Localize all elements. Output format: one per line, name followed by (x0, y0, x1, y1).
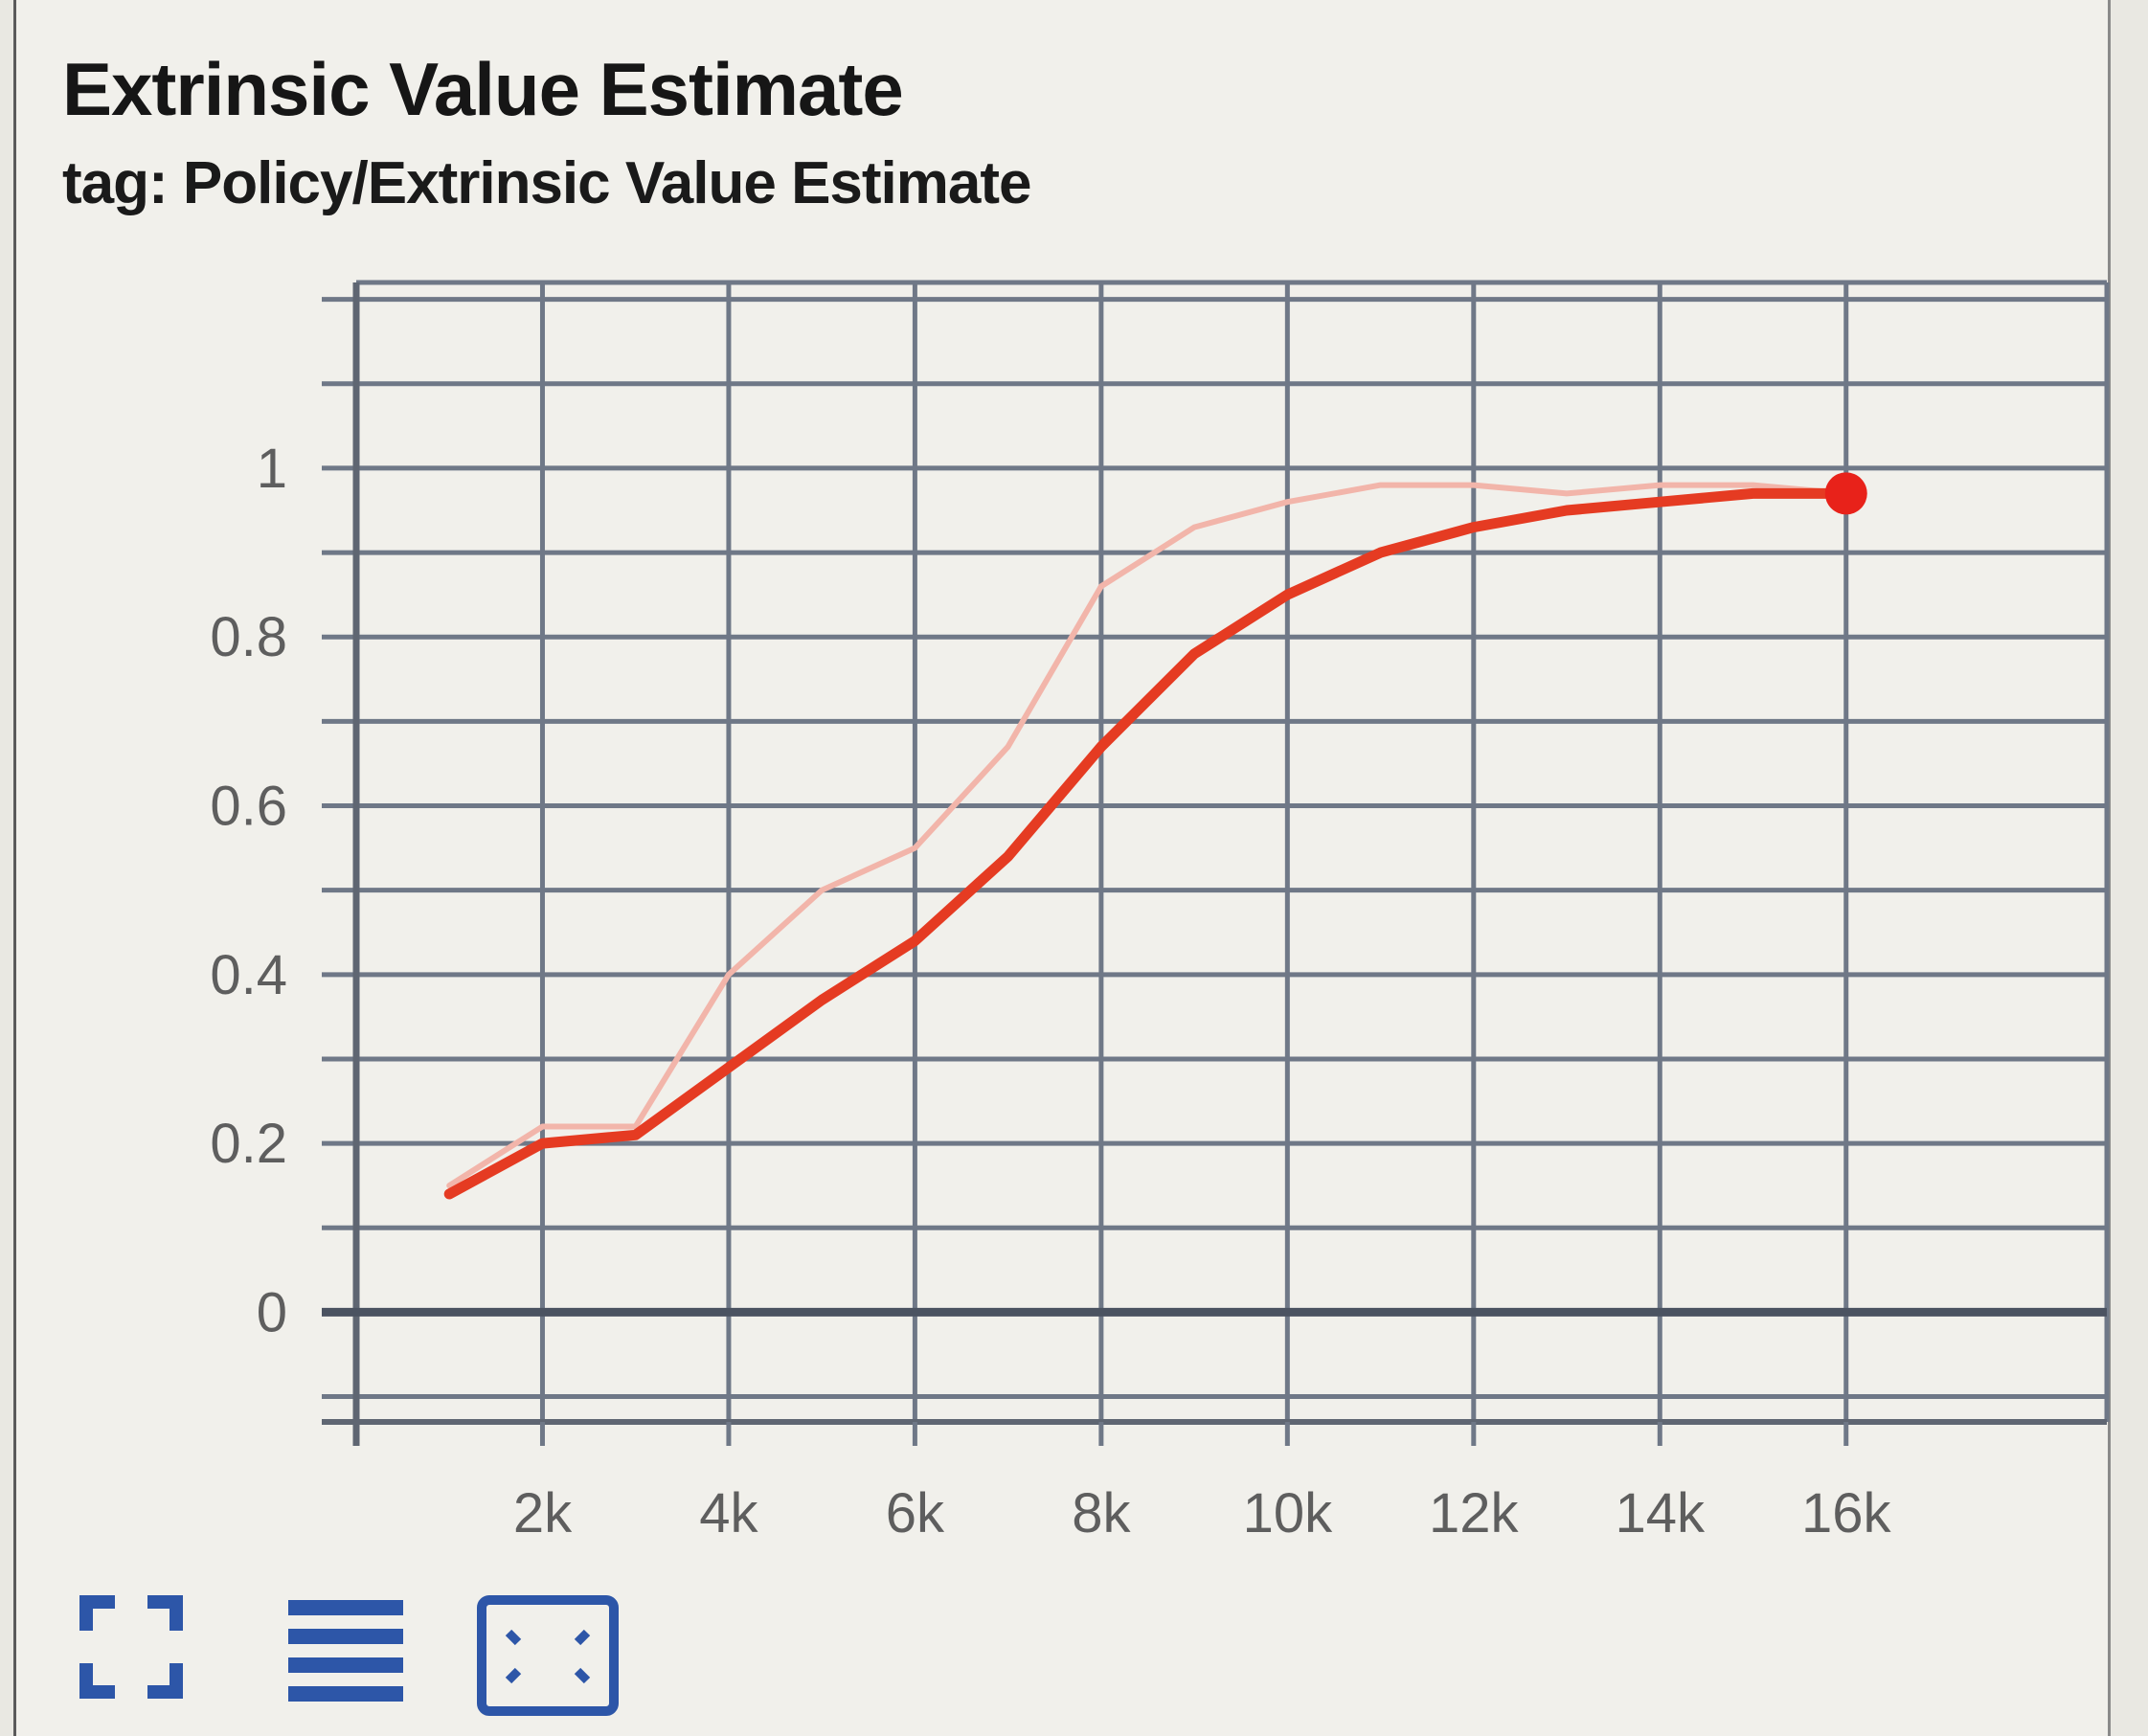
x-tick-label: 12k (1429, 1482, 1520, 1544)
highlight-point[interactable] (1824, 472, 1867, 515)
x-tick-label: 2k (513, 1482, 573, 1544)
y-tick-label: 0 (257, 1281, 287, 1343)
y-tick-label: 0.8 (210, 606, 287, 668)
data-table-icon (288, 1600, 403, 1702)
axes (322, 280, 2110, 1446)
fullscreen-icon (79, 1595, 183, 1699)
smoothed-series-line[interactable] (443, 487, 1852, 1200)
x-tick-label: 14k (1616, 1482, 1707, 1544)
y-tick-label: 0.4 (210, 944, 287, 1006)
grid (322, 282, 2107, 1422)
x-tick-label: 16k (1801, 1482, 1892, 1544)
chart-title: Extrinsic Value Estimate (62, 47, 904, 131)
y-tick-label: 0.2 (210, 1113, 287, 1175)
fit-domain-button[interactable] (476, 1594, 620, 1728)
x-tick-label: 4k (699, 1482, 758, 1544)
series[interactable] (443, 472, 1867, 1200)
y-tick-label: 0.6 (210, 776, 287, 838)
fullscreen-button[interactable] (79, 1594, 222, 1728)
y-tick-label: 1 (257, 438, 287, 500)
x-tick-label: 6k (886, 1482, 945, 1544)
raw-series-line[interactable] (446, 482, 1849, 1189)
chart-card: Extrinsic Value Estimate tag: Policy/Ext… (13, 0, 2111, 1736)
x-tick-label: 8k (1072, 1482, 1131, 1544)
fit-domain-icon (477, 1595, 619, 1716)
chart-tag: tag: Policy/Extrinsic Value Estimate (62, 150, 1032, 216)
toggle-data-button[interactable] (284, 1594, 428, 1728)
x-tick-label: 10k (1243, 1482, 1334, 1544)
